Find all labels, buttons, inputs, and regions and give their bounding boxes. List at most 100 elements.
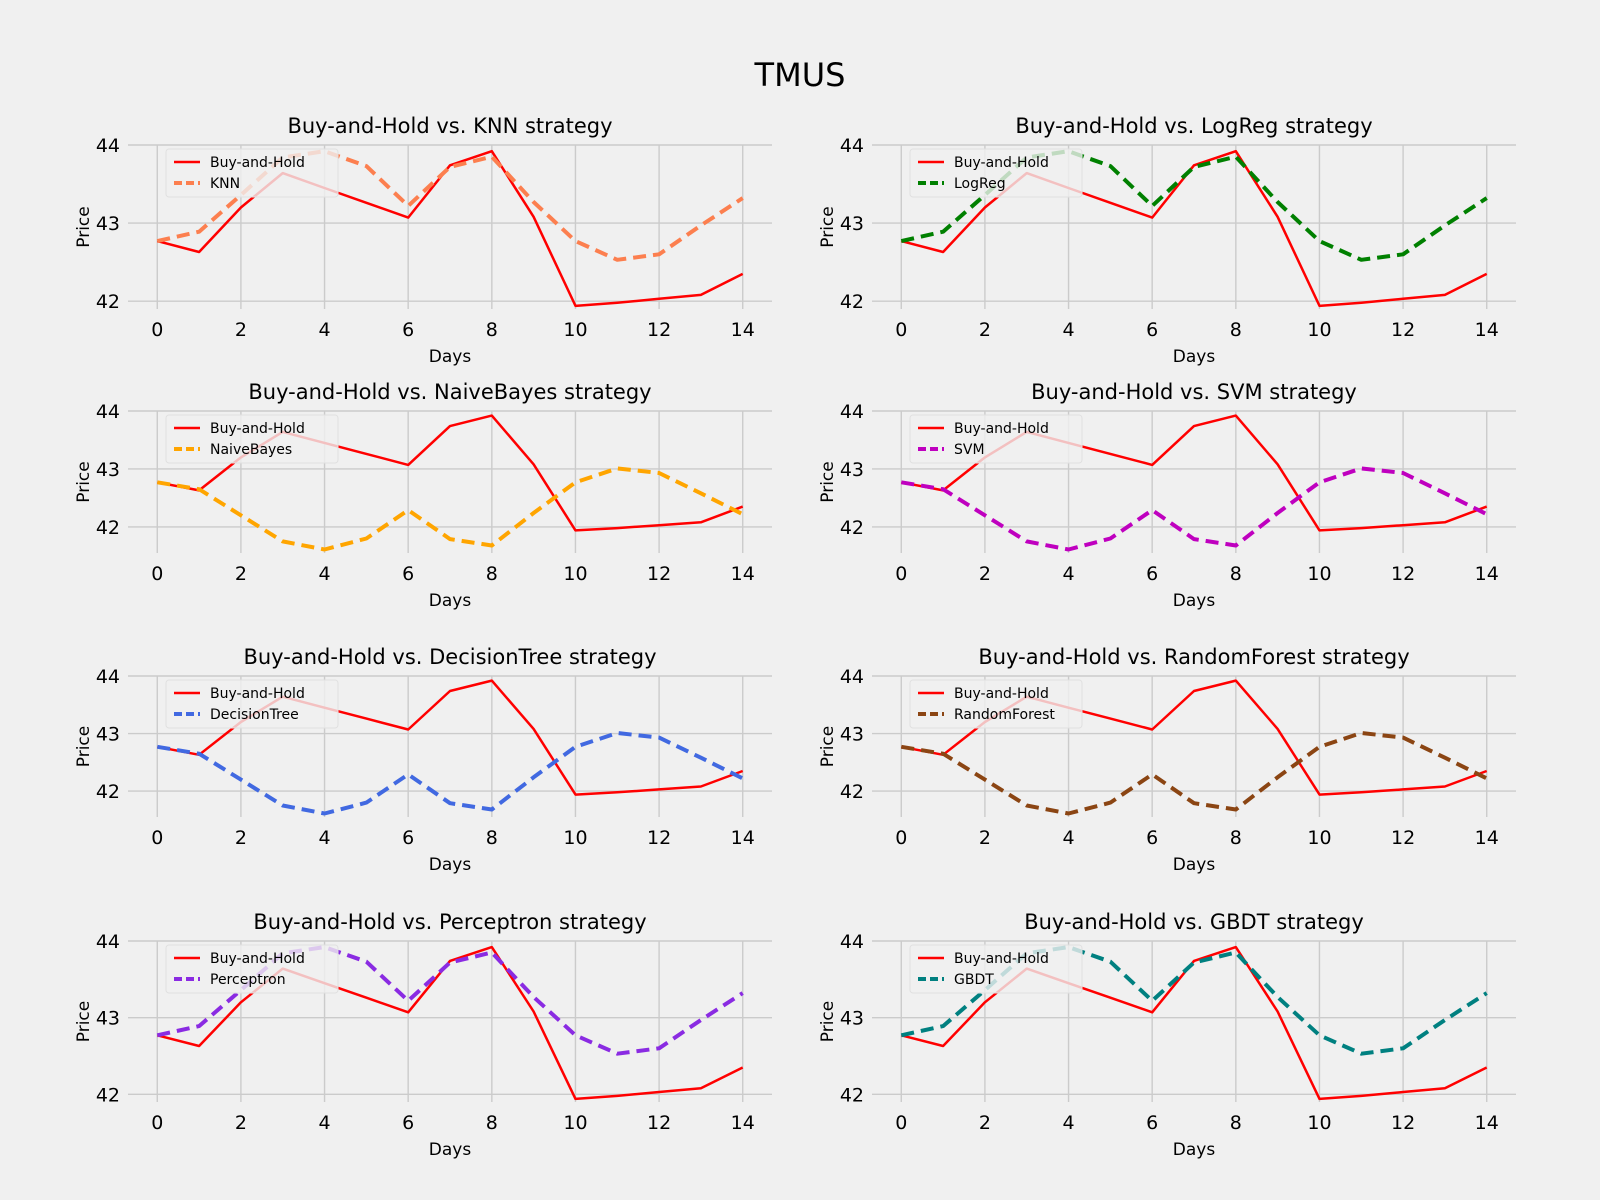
x-tick-label: 10: [563, 1112, 587, 1134]
legend-label: KNN: [210, 176, 240, 192]
x-tick-label: 8: [1230, 1112, 1242, 1134]
subplot-1: 0 2 4 6 8 10 12 14 42 43 44 Days Price Buy-and-Hold v…: [74, 114, 772, 367]
x-tick-label: 2: [979, 319, 991, 341]
y-axis-label: Price: [818, 726, 838, 767]
x-tick-label: 14: [1475, 1112, 1499, 1134]
legend-label: Buy-and-Hold: [954, 155, 1049, 171]
x-tick-label: 6: [1146, 827, 1158, 849]
x-tick-label: 0: [151, 1112, 163, 1134]
x-tick-label: 14: [731, 1112, 755, 1134]
x-tick-label: 0: [895, 1112, 907, 1134]
y-axis-label: Price: [818, 461, 838, 502]
y-tick-label: 42: [840, 1084, 864, 1106]
y-tick-label: 42: [96, 1084, 120, 1106]
legend-label: Perceptron: [210, 972, 286, 988]
legend-label: GBDT: [954, 972, 994, 988]
legend-label: Buy-and-Hold: [210, 951, 305, 967]
series-line-knn: [156, 149, 744, 262]
x-tick-label: 2: [979, 827, 991, 849]
x-tick-label: 12: [1391, 1112, 1415, 1134]
y-tick-label: 43: [840, 1008, 864, 1030]
x-tick-label: 8: [1230, 319, 1242, 341]
x-tick-label: 10: [563, 319, 587, 341]
x-tick-label: 0: [895, 563, 907, 585]
y-tick-label: 43: [96, 459, 120, 481]
legend-label: Buy-and-Hold: [210, 421, 305, 437]
y-tick-label: 42: [840, 517, 864, 539]
figure-title: TMUS: [754, 56, 846, 94]
legend-box: [909, 679, 1083, 729]
legend-box: [165, 679, 339, 729]
x-tick-label: 2: [979, 1112, 991, 1134]
legend-label: NaiveBayes: [210, 442, 292, 458]
x-tick-label: 6: [402, 1112, 414, 1134]
y-axis-label: Price: [818, 206, 838, 247]
x-tick-label: 12: [1391, 563, 1415, 585]
y-tick-label: 43: [840, 459, 864, 481]
x-tick-label: 4: [1062, 563, 1074, 585]
subplot-8: 0 2 4 6 8 10 12 14 42 43 44 Days Price Buy-and-Hold v…: [818, 910, 1516, 1160]
y-tick-label: 43: [840, 213, 864, 235]
legend-label: Buy-and-Hold: [210, 686, 305, 702]
legend-label: RandomForest: [954, 707, 1055, 723]
legend-label: Buy-and-Hold: [954, 421, 1049, 437]
x-tick-label: 4: [318, 827, 330, 849]
x-tick-label: 12: [1391, 827, 1415, 849]
y-axis-label: Price: [74, 1001, 94, 1042]
x-axis-label: Days: [429, 591, 472, 611]
legend-label: DecisionTree: [210, 707, 299, 723]
legend-box: [909, 148, 1083, 198]
x-tick-label: 6: [402, 319, 414, 341]
subplot-title: Buy-and-Hold vs. GBDT strategy: [1024, 910, 1364, 934]
y-tick-label: 44: [840, 666, 864, 688]
y-tick-label: 43: [96, 1008, 120, 1030]
subplot-3: 0 2 4 6 8 10 12 14 42 43 44 Days Price Buy-and-Hold v…: [74, 380, 772, 611]
x-axis-label: Days: [1173, 1140, 1216, 1160]
legend-label: Buy-and-Hold: [954, 951, 1049, 967]
y-axis-label: Price: [74, 461, 94, 502]
x-tick-label: 0: [151, 827, 163, 849]
series-line-gbdt: [900, 945, 1488, 1056]
x-tick-label: 14: [731, 319, 755, 341]
subplot-7: 0 2 4 6 8 10 12 14 42 43 44 Days Price Buy-and-Hold v…: [74, 910, 772, 1160]
legend-label: SVM: [954, 442, 985, 458]
x-tick-label: 6: [1146, 319, 1158, 341]
x-tick-label: 2: [979, 563, 991, 585]
y-tick-label: 42: [840, 781, 864, 803]
y-tick-label: 44: [96, 931, 120, 953]
legend-box: [909, 414, 1083, 464]
x-tick-label: 10: [1307, 319, 1331, 341]
x-tick-label: 12: [647, 827, 671, 849]
legend-box: [165, 148, 339, 198]
x-axis-label: Days: [1173, 347, 1216, 367]
y-axis-label: Price: [74, 726, 94, 767]
x-tick-label: 2: [235, 1112, 247, 1134]
subplot-title: Buy-and-Hold vs. Perceptron strategy: [253, 910, 646, 934]
x-axis-label: Days: [429, 855, 472, 875]
subplot-2: 0 2 4 6 8 10 12 14 42 43 44 Days Price Buy-and-Hold v…: [818, 114, 1516, 367]
y-tick-label: 44: [96, 135, 120, 157]
x-tick-label: 14: [1475, 563, 1499, 585]
x-tick-label: 6: [1146, 1112, 1158, 1134]
subplot-title: Buy-and-Hold vs. KNN strategy: [287, 114, 612, 138]
x-tick-label: 10: [563, 827, 587, 849]
legend-box: [165, 944, 339, 994]
x-tick-label: 4: [318, 1112, 330, 1134]
x-tick-label: 14: [731, 563, 755, 585]
subplot-6: 0 2 4 6 8 10 12 14 42 43 44 Days Price Buy-and-Hold v…: [818, 645, 1516, 875]
x-tick-label: 12: [647, 319, 671, 341]
subplot-4: 0 2 4 6 8 10 12 14 42 43 44 Days Price Buy-and-Hold v…: [818, 380, 1516, 611]
subplot-title: Buy-and-Hold vs. SVM strategy: [1031, 380, 1357, 404]
x-tick-label: 0: [151, 319, 163, 341]
y-tick-label: 42: [96, 517, 120, 539]
x-tick-label: 6: [402, 827, 414, 849]
y-tick-label: 42: [96, 291, 120, 313]
series-line-decisiontree: [156, 731, 744, 816]
series-line-randomforest: [900, 731, 1488, 816]
legend-label: Buy-and-Hold: [210, 155, 305, 171]
x-axis-label: Days: [1173, 591, 1216, 611]
x-tick-label: 8: [486, 319, 498, 341]
x-tick-label: 4: [318, 319, 330, 341]
x-tick-label: 4: [1062, 827, 1074, 849]
